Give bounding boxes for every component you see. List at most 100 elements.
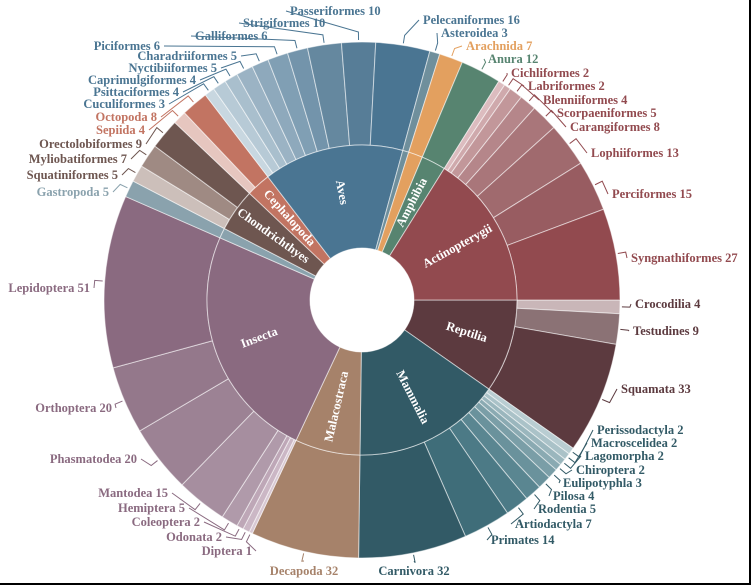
outer-label: Perissodactyla 2 bbox=[597, 423, 683, 437]
leader-line bbox=[572, 429, 594, 458]
leader-line bbox=[481, 58, 487, 70]
outer-ring-labels: Syngnathiformes 27 Perciformes 15 Lophiifo… bbox=[8, 4, 737, 578]
outer-ring bbox=[103, 41, 621, 559]
outer-label: Charadriiformes 5 bbox=[137, 49, 237, 63]
leader-line bbox=[188, 507, 229, 531]
leader-line bbox=[225, 532, 246, 540]
leader-line bbox=[594, 180, 609, 195]
outer-label: Odonata 2 bbox=[166, 530, 222, 544]
outer-label: Rodentia 5 bbox=[538, 502, 596, 516]
leader-line bbox=[545, 483, 553, 497]
leader-line bbox=[545, 109, 567, 128]
outer-label: Myliobatiformes 7 bbox=[29, 152, 127, 166]
leader-line bbox=[112, 183, 128, 193]
outer-label: Cuculiformes 3 bbox=[83, 97, 165, 111]
leader-line bbox=[553, 474, 561, 484]
leader-line bbox=[114, 400, 123, 409]
outer-label: Chiroptera 2 bbox=[576, 463, 645, 477]
outer-label: Carangiformes 8 bbox=[570, 120, 660, 134]
outer-label: Orectolobiformes 9 bbox=[39, 137, 142, 151]
outer-label: Pelecaniformes 16 bbox=[423, 13, 520, 27]
leader-line bbox=[508, 77, 525, 87]
outer-label: Galliformes 6 bbox=[195, 29, 268, 43]
outer-label: Diptera 1 bbox=[202, 544, 252, 558]
outer-label: Perciformes 15 bbox=[612, 187, 692, 201]
leader-line bbox=[486, 527, 493, 541]
outer-label: Testudines 9 bbox=[633, 324, 699, 338]
leader-line bbox=[190, 35, 298, 49]
leader-line bbox=[502, 72, 508, 82]
outer-label: Asteroidea 3 bbox=[441, 26, 508, 40]
leader-line bbox=[285, 10, 360, 41]
outer-label: Sepiida 4 bbox=[96, 123, 146, 137]
outer-label: Caprimulgiformes 4 bbox=[88, 73, 197, 87]
outer-label: Pilosa 4 bbox=[553, 489, 595, 503]
outer-label: Blenniiformes 4 bbox=[543, 93, 628, 107]
outer-label: Scorpaeniformes 5 bbox=[557, 106, 657, 120]
outer-label: Arachnida 7 bbox=[466, 39, 532, 53]
leader-line bbox=[245, 534, 257, 552]
leader-line bbox=[451, 45, 463, 57]
outer-label: Carnivora 32 bbox=[378, 564, 449, 578]
outer-label: Passeriformes 10 bbox=[290, 4, 381, 18]
leader-line bbox=[130, 149, 147, 160]
outer-label: Hemiptera 5 bbox=[118, 501, 185, 515]
outer-label: Nyctibiiformes 5 bbox=[128, 61, 217, 75]
inner-segment-mammalia[interactable] bbox=[359, 329, 490, 456]
leader-line bbox=[203, 521, 240, 537]
leader-line bbox=[163, 45, 278, 55]
outer-label: Mantodea 15 bbox=[98, 486, 168, 500]
outer-label: Anura 12 bbox=[488, 52, 538, 66]
leader-line bbox=[160, 95, 194, 118]
outer-label: Psittaciformes 4 bbox=[93, 85, 179, 99]
outer-label: Cichliformes 2 bbox=[511, 66, 589, 80]
leader-line bbox=[602, 388, 618, 404]
outer-label: Strigiformes 10 bbox=[243, 16, 325, 30]
leader-line bbox=[220, 60, 245, 69]
leader-line bbox=[510, 507, 524, 525]
leader-line bbox=[620, 328, 630, 332]
outer-label: Coleoptera 2 bbox=[132, 515, 200, 529]
leader-line bbox=[182, 76, 219, 93]
outer-label: Artiodactyla 7 bbox=[515, 517, 592, 531]
leader-line bbox=[621, 303, 632, 308]
leader-line bbox=[199, 68, 231, 81]
leader-line bbox=[238, 22, 325, 43]
label-leader-lines bbox=[93, 10, 632, 563]
outer-label: Macroscelidea 2 bbox=[591, 436, 677, 450]
outer-label: Lagomorpha 2 bbox=[585, 449, 664, 463]
outer-label: Crocodilia 4 bbox=[635, 297, 701, 311]
leader-line bbox=[240, 53, 260, 62]
leader-line bbox=[145, 126, 164, 145]
leader-line bbox=[533, 494, 541, 510]
outer-label: Syngnathiformes 27 bbox=[631, 251, 738, 265]
leader-line bbox=[93, 279, 103, 289]
outer-label: Squatiniformes 5 bbox=[27, 168, 118, 182]
inner-label-aves: Aves bbox=[333, 179, 352, 206]
leader-line bbox=[301, 553, 305, 562]
leader-line bbox=[171, 492, 201, 511]
outer-label: Decapoda 32 bbox=[270, 564, 338, 578]
outer-label: Labriformes 2 bbox=[528, 79, 605, 93]
leader-line bbox=[559, 468, 573, 475]
outer-label: Gastropoda 5 bbox=[37, 185, 109, 199]
leader-line bbox=[617, 251, 628, 259]
leader-line bbox=[528, 94, 554, 114]
leader-line bbox=[148, 109, 179, 131]
outer-label: Lophiiformes 13 bbox=[591, 146, 679, 160]
center-hole bbox=[310, 248, 414, 352]
outer-label: Phasmatodea 20 bbox=[50, 452, 137, 466]
leader-line bbox=[168, 83, 209, 105]
leader-line bbox=[413, 554, 416, 563]
leader-line bbox=[121, 167, 136, 176]
outer-label: Squamata 33 bbox=[621, 382, 691, 396]
leader-line bbox=[140, 458, 158, 467]
outer-label: Octopoda 8 bbox=[96, 110, 157, 124]
outer-label: Piciformes 6 bbox=[94, 39, 160, 53]
leader-line bbox=[402, 19, 420, 44]
leader-line bbox=[434, 32, 439, 51]
outer-label: Primates 14 bbox=[491, 533, 555, 547]
outer-label: Eulipotyphla 3 bbox=[563, 476, 642, 490]
